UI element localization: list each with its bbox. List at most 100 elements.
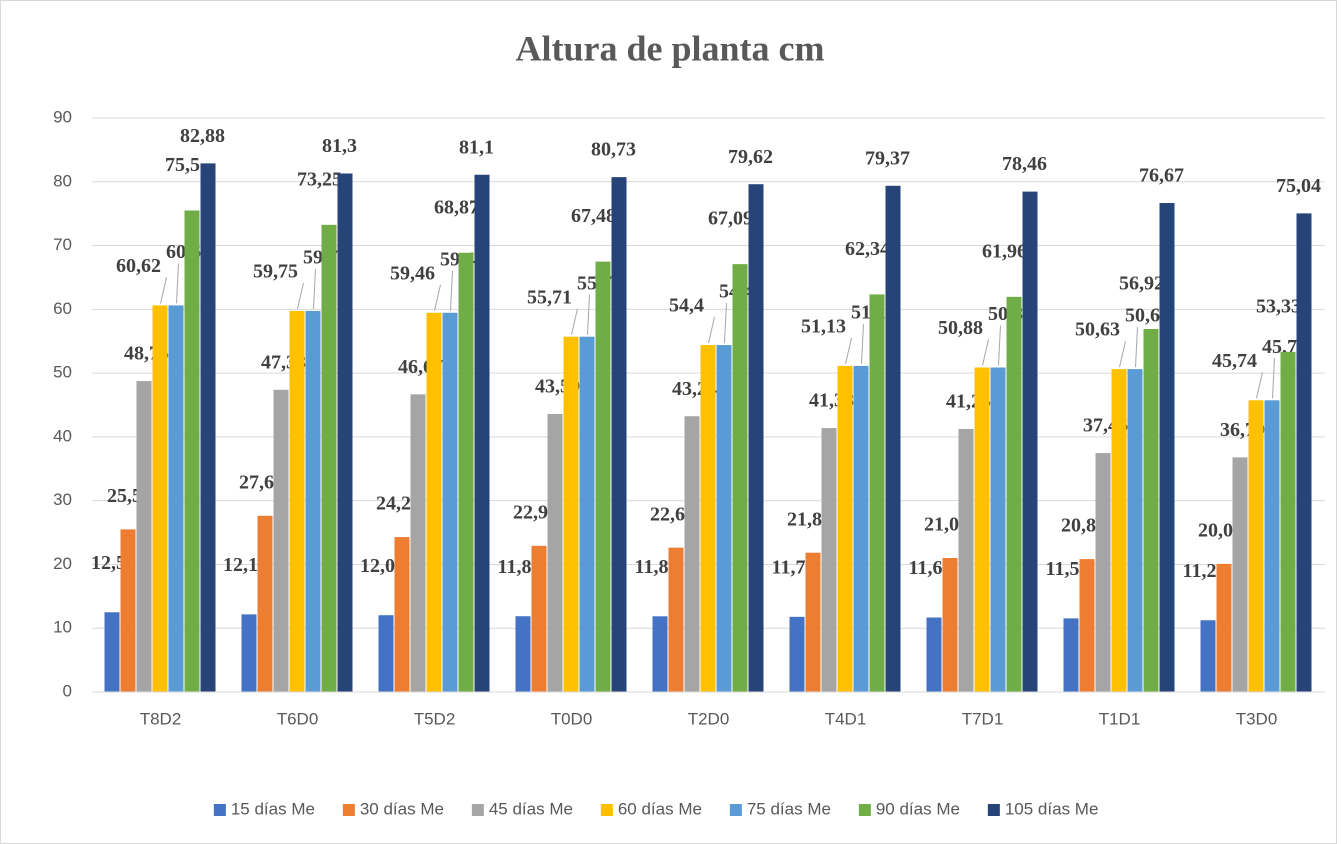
data-label: 50,63 (1075, 319, 1120, 341)
bar (885, 185, 901, 692)
data-label: 11,54 (1046, 558, 1090, 580)
data-label: 50,88 (938, 317, 983, 339)
data-label: 45,74 (1212, 350, 1257, 372)
y-tick-label: 60 (53, 299, 72, 318)
bar (837, 365, 853, 692)
data-label: 81,1 (459, 136, 494, 158)
data-label: 59,75 (253, 261, 298, 283)
data-label: 59,46 (390, 262, 435, 284)
bar (789, 616, 805, 692)
bar (1248, 400, 1264, 692)
data-label: 81,3 (322, 135, 357, 157)
data-label: 45,74 (1262, 336, 1307, 358)
leader-line (1135, 327, 1138, 368)
bar (257, 515, 273, 692)
bar (1063, 618, 1079, 692)
x-tick-label: T3D0 (1236, 709, 1278, 728)
data-label: 12,5 (91, 552, 126, 574)
bar (1232, 457, 1248, 692)
leader-line (297, 282, 304, 310)
bar (748, 184, 764, 692)
data-label: 82,88 (180, 125, 225, 147)
bar (716, 345, 732, 692)
bar (668, 547, 684, 692)
leader-line (571, 308, 578, 335)
y-tick-label: 0 (63, 681, 72, 700)
data-label: 67,48 (571, 205, 616, 227)
bar (152, 305, 168, 692)
data-label: 20,09 (1198, 519, 1243, 541)
data-label: 20,84 (1061, 515, 1106, 537)
bar (337, 173, 353, 692)
x-tick-label: T5D2 (414, 709, 456, 728)
y-tick-label: 90 (53, 107, 72, 126)
bar (1079, 559, 1095, 692)
bar (684, 416, 700, 692)
bar (531, 545, 547, 692)
data-label: 78,46 (1002, 153, 1047, 175)
bar (942, 558, 958, 692)
leader-line (434, 284, 441, 311)
leader-line (982, 339, 989, 366)
data-label: 68,87 (434, 196, 479, 218)
legend-label: 60 días Me (618, 799, 702, 818)
y-tick-label: 20 (53, 554, 72, 573)
bar (321, 224, 337, 693)
data-label: 61,96 (982, 240, 1027, 262)
data-label: 27,63 (239, 471, 284, 493)
legend-swatch (213, 804, 226, 816)
data-label: 50,63 (1125, 305, 1170, 327)
bar (120, 529, 136, 692)
bar (1296, 213, 1312, 692)
bar (515, 616, 531, 692)
bar (805, 552, 821, 692)
bar (563, 336, 579, 692)
bar (168, 305, 184, 692)
data-label: 55,71 (527, 286, 572, 308)
data-label: 11,68 (909, 557, 953, 579)
bar (926, 617, 942, 692)
legend-label: 30 días Me (360, 799, 444, 818)
bar (104, 612, 120, 692)
bar (273, 389, 289, 692)
legend-label: 90 días Me (876, 799, 960, 818)
bar (821, 428, 837, 692)
x-tick-label: T7D1 (962, 709, 1004, 728)
leader-line (160, 277, 167, 304)
legend-swatch (342, 804, 355, 816)
leader-line (861, 323, 864, 364)
data-label: 11,25 (1183, 560, 1227, 582)
data-label: 56,92 (1119, 273, 1164, 295)
bar (1159, 203, 1175, 692)
data-label: 75,04 (1276, 175, 1321, 197)
data-label: 76,67 (1139, 165, 1184, 187)
legend-swatch (600, 804, 613, 816)
bar (1022, 191, 1038, 692)
bar (1111, 369, 1127, 692)
data-label: 11,87 (635, 556, 679, 578)
bar (1006, 296, 1022, 692)
data-label: 53,33 (1256, 295, 1301, 317)
bar (1264, 400, 1280, 692)
legend-swatch (471, 804, 484, 816)
leader-line (450, 270, 453, 311)
leader-line (724, 303, 727, 344)
leader-line (998, 325, 1001, 366)
bar (394, 537, 410, 692)
bar (611, 177, 627, 692)
data-label: 79,62 (728, 146, 773, 168)
bar (458, 252, 474, 692)
bar (1143, 328, 1159, 692)
data-label: 73,25 (297, 168, 342, 190)
bar (289, 310, 305, 692)
legend-label: 75 días Me (747, 799, 831, 818)
data-label: 54,4 (669, 295, 704, 317)
x-tick-label: T0D0 (551, 709, 593, 728)
bar (974, 367, 990, 692)
bar (241, 614, 257, 692)
bar (595, 261, 611, 692)
data-label: 11,88 (498, 556, 542, 578)
leader-line (587, 294, 590, 335)
bar (1280, 351, 1296, 692)
data-label: 21,84 (787, 508, 832, 530)
